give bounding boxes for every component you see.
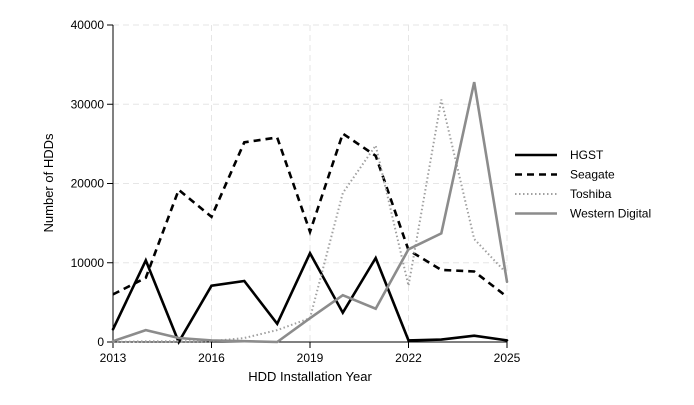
series-line-seagate	[112, 131, 508, 298]
y-tick-label: 10000	[71, 256, 105, 270]
x-tick-label: 2025	[494, 351, 521, 365]
y-tick-label: 20000	[71, 177, 105, 191]
axes: 0 10000 20000 30000 40000 2013 2016 2019 2022 202…	[71, 18, 521, 365]
legend-label: Toshiba	[570, 187, 612, 201]
y-tick-label: 0	[97, 335, 104, 349]
x-tick-label: 2022	[395, 351, 422, 365]
series-line-western-digital	[111, 81, 509, 344]
legend-label: HGST	[570, 148, 604, 162]
legend-label: Seagate	[570, 168, 615, 182]
series-lines	[111, 81, 509, 345]
y-tick-label: 30000	[71, 97, 105, 111]
x-axis-title: HDD Installation Year	[248, 369, 372, 384]
x-tick-label: 2016	[198, 351, 225, 365]
y-tick-label: 40000	[71, 18, 105, 32]
series-line-hgst	[111, 250, 509, 345]
x-tick-label: 2019	[297, 351, 324, 365]
gridlines	[112, 24, 508, 343]
y-axis-title: Number of HDDs	[41, 133, 56, 232]
legend: HGST Seagate Toshiba Western Digital	[515, 148, 651, 221]
x-tick-label: 2013	[100, 351, 127, 365]
legend-label: Western Digital	[570, 207, 651, 221]
